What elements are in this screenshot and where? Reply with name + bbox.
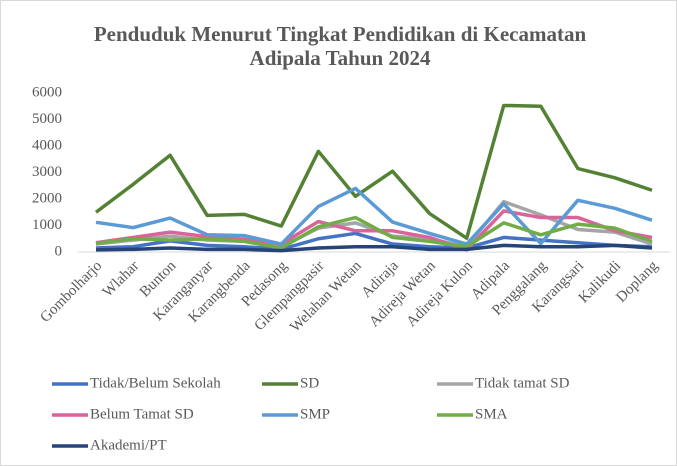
legend-label: SMP — [300, 406, 330, 422]
legend-label: Tidak tamat SD — [475, 375, 570, 391]
y-tick-label: 6000 — [32, 84, 62, 100]
y-tick-label: 0 — [55, 243, 63, 259]
series-line — [95, 215, 653, 250]
y-tick-label: 2000 — [32, 190, 62, 206]
series-line — [95, 186, 653, 246]
y-tick-label: 5000 — [32, 111, 62, 127]
chart-title: Penduduk Menurut Tingkat Pendidikan di K… — [93, 22, 587, 70]
x-tick-label: Wlahar — [100, 258, 143, 301]
legend-label: Akademi/PT — [90, 437, 167, 453]
series-line — [95, 243, 653, 253]
series-line — [95, 209, 653, 252]
legend-label: Tidak/Belum Sekolah — [90, 375, 221, 391]
legend-label: SD — [300, 375, 319, 391]
legend-label: Belum Tamat SD — [90, 406, 194, 422]
y-tick-label: 1000 — [32, 217, 62, 233]
x-tick-label: Adireja Kulon — [404, 258, 477, 331]
series-line — [95, 231, 653, 252]
x-tick-label: Gombolharjo — [37, 258, 105, 326]
y-tick-label: 3000 — [32, 164, 62, 180]
x-tick-label: Doplang — [613, 258, 661, 306]
legend-label: SMA — [475, 406, 508, 422]
y-tick-label: 4000 — [32, 137, 62, 153]
series-line — [94, 103, 653, 240]
